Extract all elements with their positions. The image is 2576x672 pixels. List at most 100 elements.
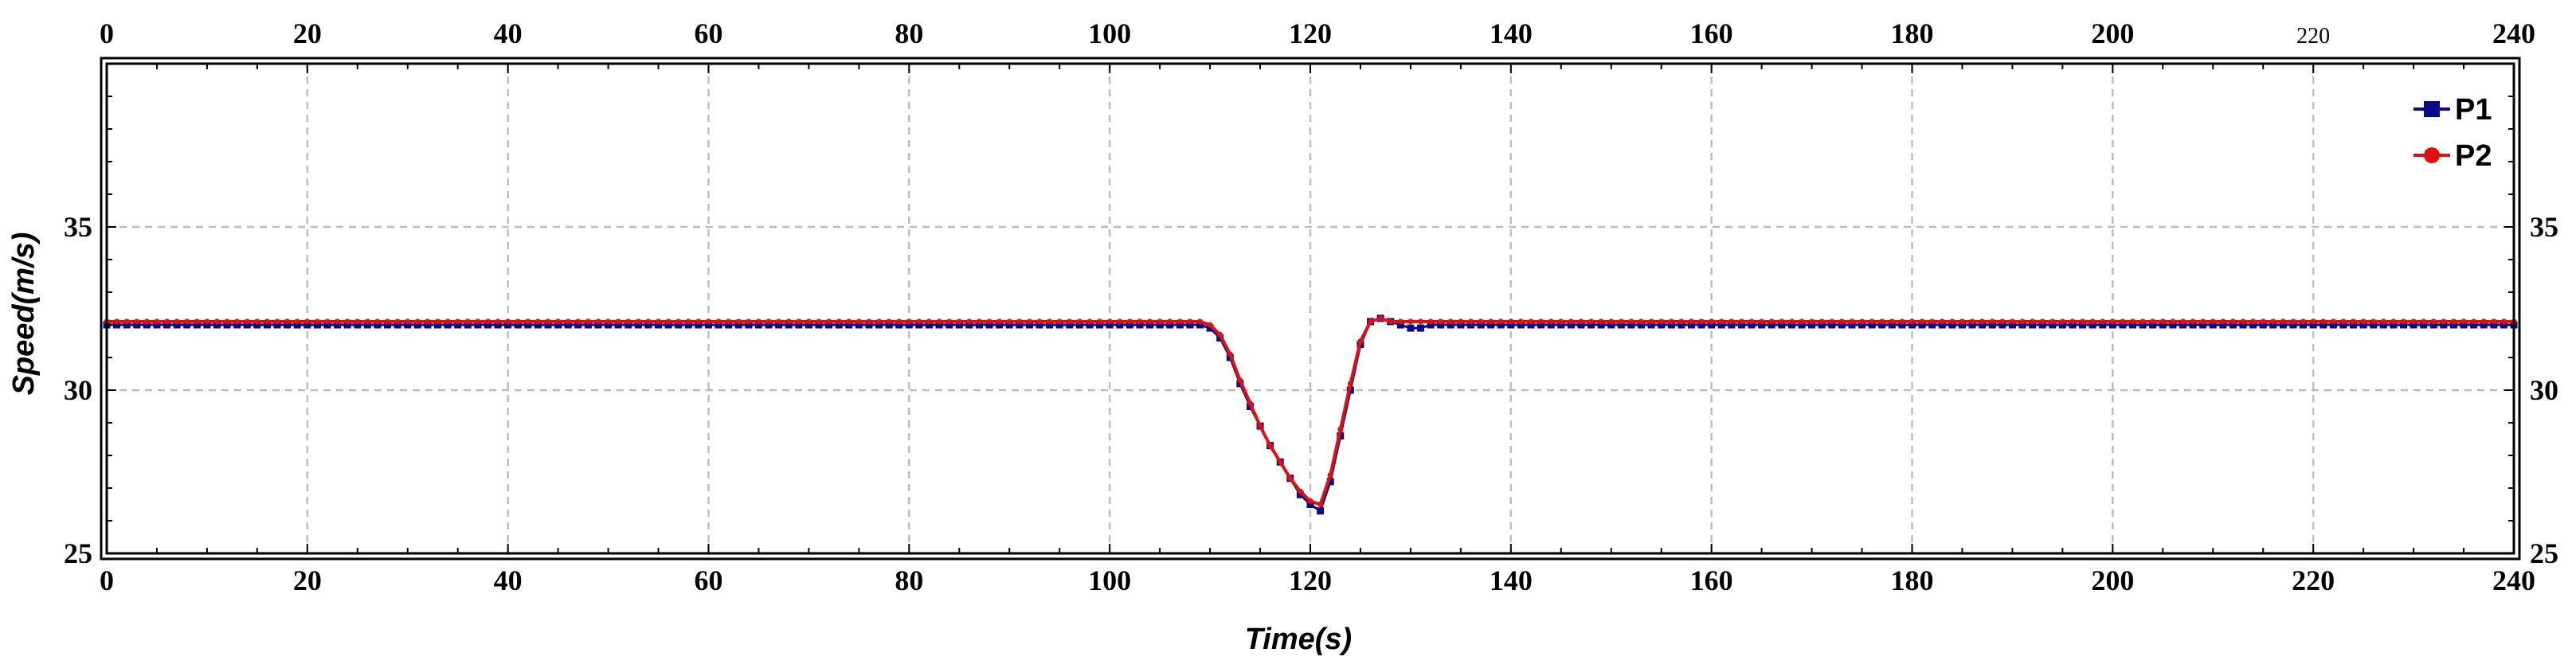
data-point-p1: [2440, 321, 2448, 329]
data-point-p2: [695, 318, 702, 325]
data-point-p2: [886, 318, 892, 325]
data-point-p2: [1929, 318, 1936, 325]
data-point-p2: [2280, 318, 2286, 325]
x-tick-label-top: 80: [895, 18, 923, 49]
data-point-p2: [204, 318, 210, 325]
data-point-p1: [1326, 478, 1334, 486]
data-point-p1: [775, 321, 783, 329]
data-point-p1: [1136, 321, 1144, 329]
data-point-p1: [1547, 321, 1555, 329]
data-point-p1: [1818, 321, 1826, 329]
data-point-p2: [2069, 318, 2076, 325]
data-point-p1: [1647, 321, 1655, 329]
data-point-p1: [2219, 321, 2227, 329]
data-point-p1: [233, 321, 241, 329]
data-point-p2: [545, 318, 551, 325]
data-point-p1: [1597, 321, 1605, 329]
data-point-p1: [1477, 321, 1485, 329]
data-point-p1: [1176, 321, 1184, 329]
data-point-p1: [1858, 321, 1866, 329]
data-point-p1: [2058, 321, 2066, 329]
data-point-p1: [1146, 321, 1154, 329]
data-point-p1: [845, 321, 853, 329]
x-tick-label-top: 60: [695, 18, 723, 49]
data-point-p2: [1006, 318, 1012, 325]
data-point-p2: [1788, 318, 1795, 325]
data-point-p2: [1799, 318, 1805, 325]
data-point-p1: [554, 321, 562, 329]
data-point-p2: [585, 318, 591, 325]
data-point-p1: [143, 321, 151, 329]
plot-border-outer: [100, 57, 2521, 561]
data-point-p2: [2190, 318, 2196, 325]
data-point-p2: [706, 318, 711, 325]
data-point-p2: [1377, 315, 1384, 322]
data-point-p1: [1116, 321, 1124, 329]
data-point-p2: [1167, 318, 1173, 325]
data-point-p2: [515, 318, 521, 325]
data-point-p2: [1247, 400, 1253, 406]
data-point-p1: [293, 321, 301, 329]
data-point-p2: [1969, 318, 1975, 325]
data-point-p2: [2210, 318, 2216, 325]
data-point-p1: [1317, 507, 1325, 515]
data-point-p2: [2150, 318, 2156, 325]
data-point-p2: [455, 318, 461, 325]
data-point-p2: [876, 318, 883, 325]
data-point-p2: [595, 318, 601, 325]
data-point-p1: [133, 321, 141, 329]
data-point-p1: [996, 321, 1004, 329]
data-point-p2: [996, 318, 1003, 325]
data-point-p2: [335, 318, 341, 325]
x-tick-label: 100: [1088, 565, 1131, 596]
x-tick-label: 120: [1289, 565, 1332, 596]
data-point-p2: [1688, 318, 1694, 325]
data-point-p1: [1557, 321, 1565, 329]
x-tick-label: 60: [695, 565, 723, 596]
legend-item-p2: P2: [2414, 139, 2492, 173]
data-point-p1: [464, 321, 472, 329]
data-point-p2: [1879, 318, 1885, 325]
data-point-p2: [2240, 318, 2246, 325]
data-point-p1: [655, 321, 663, 329]
y-axis-title: Speed(m/s): [7, 232, 41, 396]
data-point-p2: [1989, 318, 1995, 325]
x-tick-label: 140: [1490, 565, 1533, 596]
data-point-p2: [1117, 318, 1123, 325]
data-point-p2: [2430, 318, 2437, 325]
y-tick-label: 30: [64, 374, 92, 406]
data-point-p2: [1357, 338, 1364, 344]
data-point-p1: [334, 321, 342, 329]
data-point-p2: [2330, 318, 2336, 325]
data-point-p1: [2169, 321, 2177, 329]
data-point-p1: [1055, 321, 1063, 329]
data-point-p1: [213, 321, 221, 329]
data-point-p2: [1267, 443, 1274, 449]
series-p2: [104, 315, 2517, 507]
data-point-p1: [163, 321, 171, 329]
data-point-p1: [895, 321, 903, 329]
data-point-p2: [1016, 318, 1023, 325]
data-point-p1: [434, 321, 442, 329]
data-point-p1: [1306, 501, 1314, 508]
data-point-p2: [2351, 318, 2357, 325]
data-point-p2: [314, 318, 320, 325]
data-point-p2: [1176, 318, 1183, 325]
data-point-p1: [2320, 321, 2327, 329]
data-point-p2: [726, 318, 732, 325]
data-point-p2: [2179, 318, 2186, 325]
data-point-p1: [273, 321, 281, 329]
data-point-p2: [2340, 318, 2347, 325]
data-point-p2: [1718, 318, 1725, 325]
data-point-p1: [504, 321, 512, 329]
data-point-p2: [896, 318, 902, 325]
data-point-p1: [2410, 321, 2417, 329]
data-point-p2: [425, 318, 431, 325]
x-tick-label-top: 160: [1690, 18, 1733, 49]
data-point-p2: [2120, 318, 2126, 325]
data-point-p2: [765, 318, 772, 325]
data-point-p2: [2039, 318, 2046, 325]
series-p1: [103, 315, 2518, 515]
data-point-p2: [2170, 318, 2176, 325]
